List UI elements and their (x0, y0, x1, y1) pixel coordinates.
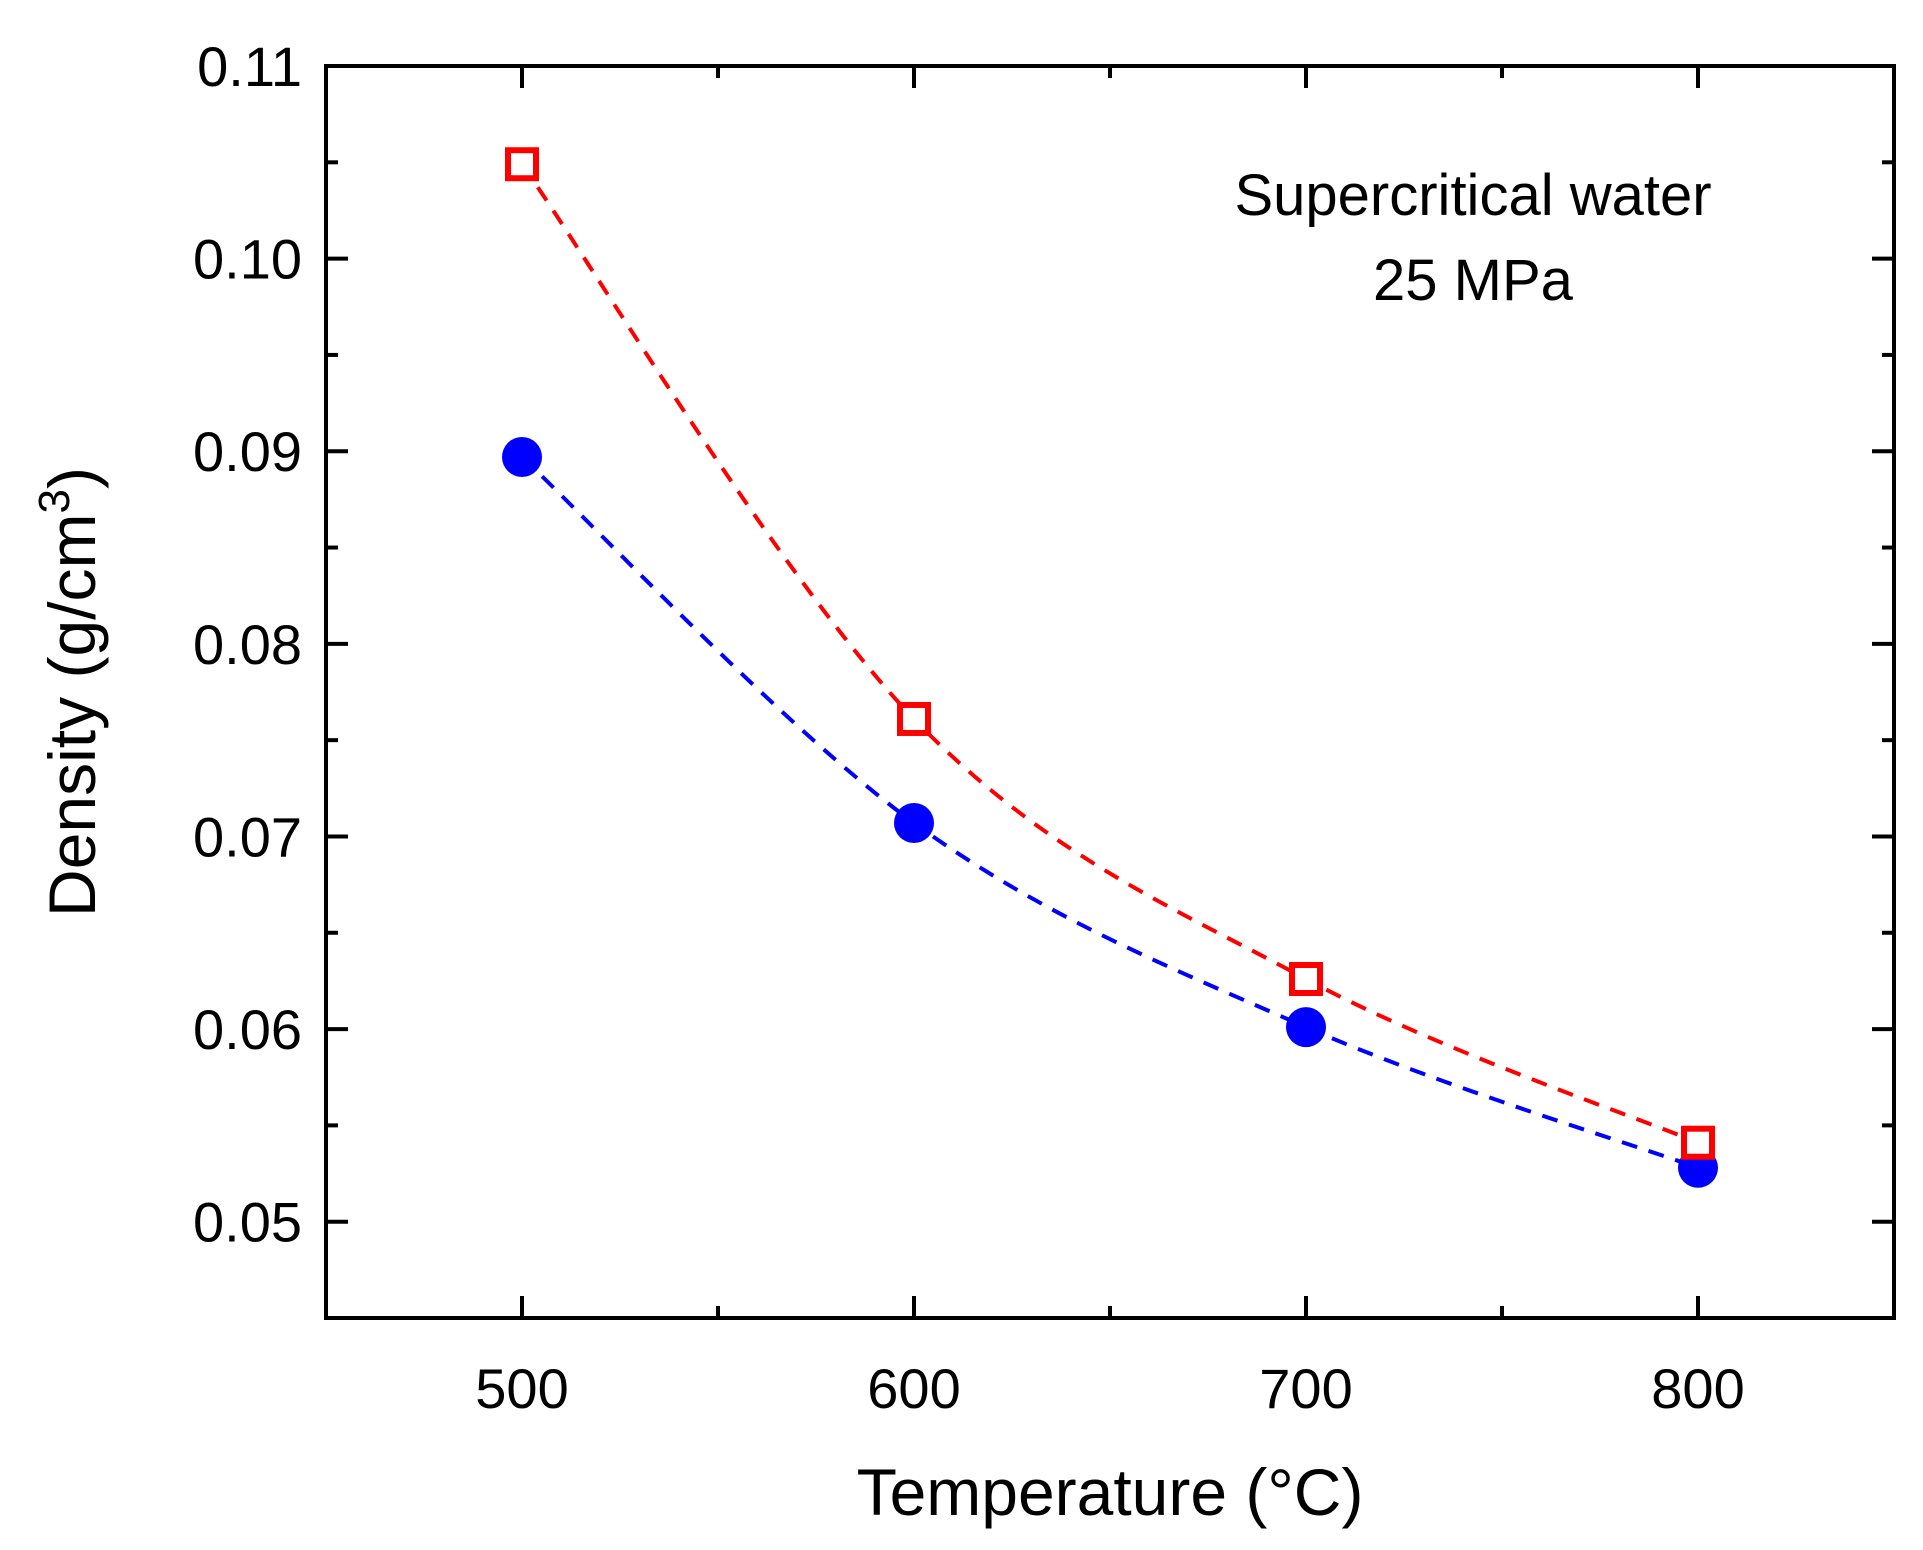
y-tick-label: 0.06 (193, 998, 302, 1061)
point-open-square (897, 701, 931, 736)
data-markers (502, 147, 1718, 1188)
x-tick-label: 800 (1651, 1357, 1744, 1420)
fit-line-open-square (520, 163, 1699, 1145)
y-tick-label: 0.10 (193, 228, 302, 291)
ticks-layer (326, 64, 1894, 1318)
y-axis-label-close: ) (35, 467, 109, 489)
fit-line-filled-circle (520, 455, 1699, 1170)
x-tick-label: 500 (475, 1357, 568, 1420)
point-filled-circle (894, 802, 934, 843)
annotation-line-1: Supercritical water (1234, 163, 1711, 228)
point-filled-circle (502, 437, 542, 478)
x-axis-label: Temperature (°C) (857, 1455, 1364, 1529)
x-tick-label: 700 (1259, 1357, 1352, 1420)
y-tick-label: 0.11 (197, 35, 302, 98)
y-tick-label: 0.07 (193, 805, 302, 868)
point-filled-circle (1286, 1007, 1326, 1048)
fit-lines (520, 163, 1699, 1170)
y-tick-label: 0.05 (193, 1191, 302, 1254)
y-axis-label: Density (g/cm3) (30, 467, 109, 917)
y-tick-label: 0.09 (193, 420, 302, 483)
x-tick-label: 600 (867, 1357, 960, 1420)
point-open-square (1681, 1125, 1715, 1160)
y-tick-label: 0.08 (193, 613, 302, 676)
point-open-square (1289, 961, 1323, 996)
tick-labels: 500 600 700 800 0.05 0.06 0.07 0.08 0.09 0.10 0.11 (193, 35, 1745, 1420)
point-open-square (505, 147, 539, 182)
plot-frame (324, 64, 1896, 1320)
y-axis-label-superscript: 3 (30, 489, 79, 513)
y-axis-label-main: Density (g/cm (35, 514, 109, 917)
annotation-line-2: 25 MPa (1373, 248, 1574, 313)
